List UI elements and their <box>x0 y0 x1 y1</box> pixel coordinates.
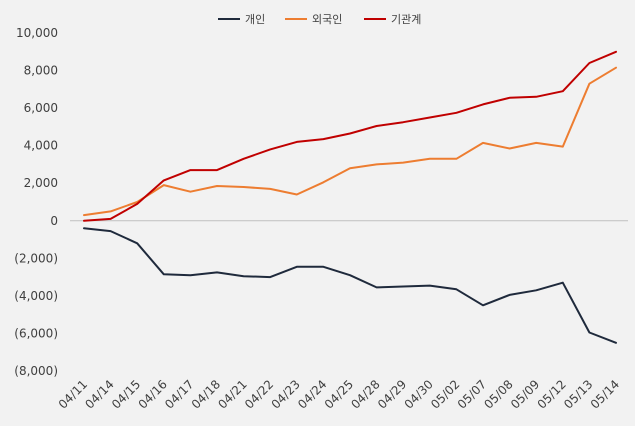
y-tick-label: 0 <box>50 214 58 228</box>
x-tick-label: 04/11 <box>56 377 90 411</box>
y-tick-label: 2,000 <box>24 176 58 190</box>
x-tick-label: 04/30 <box>402 377 436 411</box>
legend-label: 외국인 <box>312 13 342 26</box>
x-tick-label: 05/14 <box>588 377 622 411</box>
x-tick-label: 04/29 <box>375 377 409 411</box>
y-tick-label: 8,000 <box>24 64 58 78</box>
x-tick-label: 04/21 <box>215 377 249 411</box>
x-tick-label: 04/22 <box>242 377 276 411</box>
x-tick-label: 05/07 <box>455 377 489 411</box>
y-axis: 10,000 8,000 6,000 4,000 2,000 0 (2,000) (4,000… <box>14 26 58 378</box>
x-tick-label: 04/14 <box>82 377 116 411</box>
y-tick-label: (4,000) <box>14 289 58 303</box>
series-line-1 <box>83 66 617 217</box>
x-tick-label: 04/17 <box>162 377 196 411</box>
x-tick-label: 04/18 <box>189 377 223 411</box>
x-tick-label: 05/08 <box>481 377 515 411</box>
series-line-0 <box>83 227 617 344</box>
y-tick-label: (6,000) <box>14 326 58 340</box>
legend-label: 기관계 <box>391 13 421 26</box>
legend-label: 개인 <box>245 13 265 26</box>
x-tick-label: 04/16 <box>136 377 170 411</box>
legend: 개인 외국인 기관계 <box>218 13 421 26</box>
x-tick-label: 05/13 <box>561 377 595 411</box>
y-tick-label: 4,000 <box>24 139 58 153</box>
x-tick-label: 04/15 <box>109 377 143 411</box>
x-tick-label: 05/09 <box>508 377 542 411</box>
y-tick-label: 10,000 <box>16 26 58 40</box>
series-layer <box>83 50 617 344</box>
y-tick-label: 6,000 <box>24 101 58 115</box>
x-tick-label: 04/24 <box>295 377 329 411</box>
x-tick-label: 05/02 <box>428 377 462 411</box>
series-line-2 <box>83 50 617 222</box>
x-tick-label: 04/23 <box>269 377 303 411</box>
x-tick-label: 04/25 <box>322 377 356 411</box>
y-tick-label: (2,000) <box>14 251 58 265</box>
y-tick-label: (8,000) <box>14 364 58 378</box>
x-tick-label: 05/12 <box>535 377 569 411</box>
x-tick-label: 04/28 <box>348 377 382 411</box>
